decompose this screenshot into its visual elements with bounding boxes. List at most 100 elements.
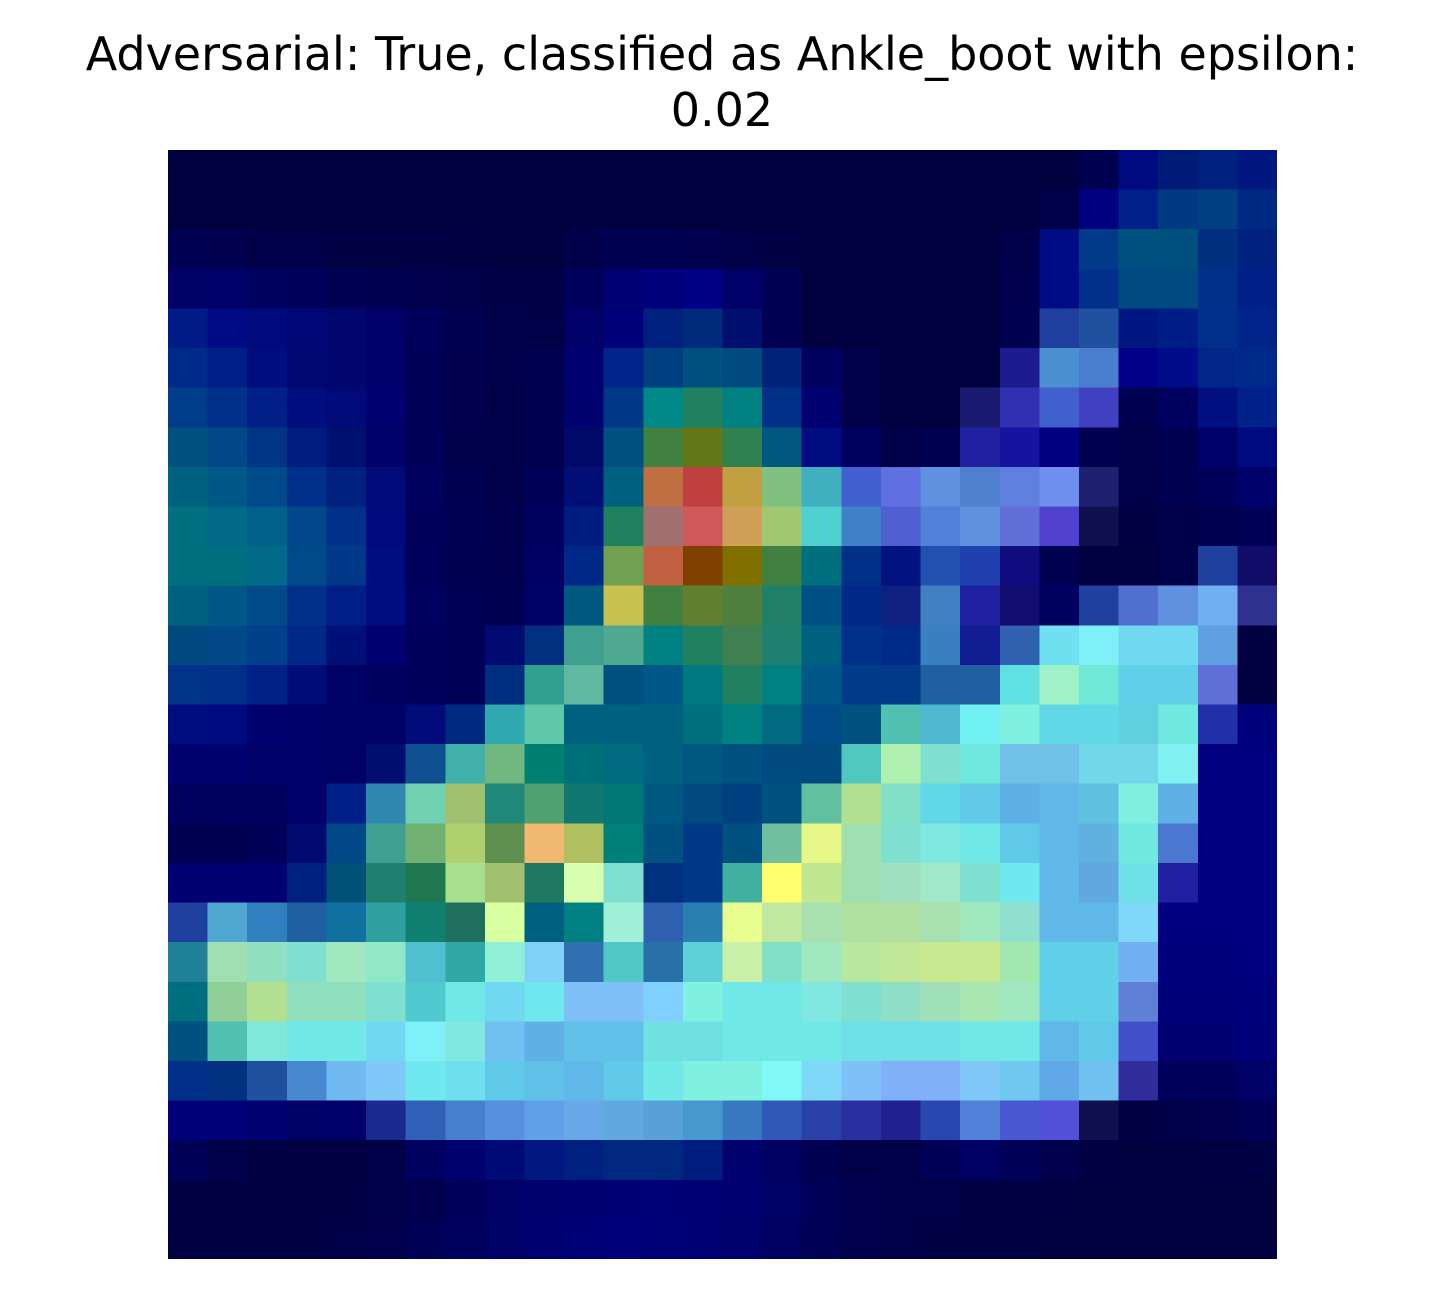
heatmap-cell xyxy=(207,427,248,468)
heatmap-cell xyxy=(405,823,446,864)
heatmap-cell xyxy=(524,466,565,508)
heatmap-cell xyxy=(682,387,724,428)
heatmap-cell xyxy=(286,466,328,508)
heatmap-cell xyxy=(1197,862,1238,904)
heatmap-cell xyxy=(960,1179,1001,1220)
heatmap-cell xyxy=(801,823,842,864)
heatmap-cell xyxy=(603,1140,644,1181)
heatmap-cell xyxy=(1158,348,1199,389)
heatmap-cell xyxy=(603,189,644,230)
heatmap-cell xyxy=(880,268,922,310)
heatmap-cell xyxy=(841,387,882,428)
heatmap-cell xyxy=(1039,150,1080,191)
heatmap-cell xyxy=(366,348,407,389)
heatmap-cell xyxy=(1197,585,1238,626)
heatmap-cell xyxy=(1158,1100,1199,1141)
heatmap-cell xyxy=(405,546,446,587)
heatmap-cell xyxy=(682,942,724,983)
heatmap-cell xyxy=(207,308,248,349)
heatmap-cell xyxy=(762,1100,803,1141)
heatmap-cell xyxy=(1078,744,1120,785)
heatmap-cell xyxy=(207,942,248,983)
heatmap-cell xyxy=(366,268,407,310)
heatmap-cell xyxy=(999,229,1040,270)
heatmap-cell xyxy=(247,387,288,428)
heatmap-cell xyxy=(247,268,288,310)
heatmap-cell xyxy=(841,1021,882,1062)
heatmap-cell xyxy=(564,1100,605,1141)
heatmap-cell xyxy=(722,387,763,428)
heatmap-cell xyxy=(564,427,605,468)
heatmap-cell xyxy=(1039,902,1080,943)
heatmap-cell xyxy=(405,427,446,468)
heatmap-cell xyxy=(841,427,882,468)
heatmap-cell xyxy=(326,308,367,349)
heatmap-cell xyxy=(1118,1100,1159,1141)
heatmap-cell xyxy=(999,625,1040,666)
heatmap-cell xyxy=(247,1100,288,1141)
heatmap-cell xyxy=(880,862,922,904)
heatmap-cell xyxy=(643,783,684,824)
heatmap-cell xyxy=(1039,189,1080,230)
heatmap-cell xyxy=(1118,348,1159,389)
heatmap-cell xyxy=(682,783,724,824)
heatmap-cell xyxy=(1197,229,1238,270)
heatmap-cell xyxy=(326,1021,367,1062)
heatmap-cell xyxy=(1197,1140,1238,1181)
heatmap-cell xyxy=(286,981,328,1022)
heatmap-cell xyxy=(1039,506,1080,547)
heatmap-cell xyxy=(1237,585,1277,626)
heatmap-cell xyxy=(1039,268,1080,310)
heatmap-cell xyxy=(484,704,526,745)
heatmap-cell xyxy=(682,744,724,785)
heatmap-cell xyxy=(801,387,842,428)
heatmap-cell xyxy=(564,1219,605,1259)
heatmap-cell xyxy=(960,466,1001,508)
heatmap-cell xyxy=(366,308,407,349)
heatmap-cell xyxy=(247,427,288,468)
heatmap-cell xyxy=(366,1021,407,1062)
heatmap-cell xyxy=(999,506,1040,547)
heatmap-cell xyxy=(880,783,922,824)
heatmap-cell xyxy=(643,704,684,745)
heatmap-cell xyxy=(1237,1179,1277,1220)
heatmap-cell xyxy=(207,625,248,666)
heatmap-cell xyxy=(445,387,486,428)
heatmap-cell xyxy=(960,348,1001,389)
heatmap-cell xyxy=(524,1100,565,1141)
heatmap-cell xyxy=(1118,466,1159,508)
heatmap-cell xyxy=(366,981,407,1022)
heatmap-cell xyxy=(405,585,446,626)
heatmap-cell xyxy=(999,308,1040,349)
heatmap-cell xyxy=(1237,1100,1277,1141)
heatmap-cell xyxy=(366,1060,407,1102)
heatmap-cell xyxy=(207,546,248,587)
heatmap-cell xyxy=(1039,229,1080,270)
heatmap-cell xyxy=(722,664,763,706)
heatmap-cell xyxy=(960,506,1001,547)
heatmap-cell xyxy=(643,744,684,785)
heatmap-cell xyxy=(207,189,248,230)
heatmap-image xyxy=(168,150,1277,1259)
heatmap-cell xyxy=(643,942,684,983)
heatmap-cell xyxy=(603,1100,644,1141)
heatmap-cell xyxy=(405,268,446,310)
heatmap-cell xyxy=(168,783,209,824)
heatmap-cell xyxy=(484,308,526,349)
heatmap-cell xyxy=(682,348,724,389)
heatmap-cell xyxy=(326,704,367,745)
heatmap-cell xyxy=(801,585,842,626)
heatmap-cell xyxy=(1118,1060,1159,1102)
heatmap-cell xyxy=(682,625,724,666)
heatmap-cell xyxy=(1078,862,1120,904)
heatmap-cell xyxy=(682,1140,724,1181)
heatmap-cell xyxy=(1197,902,1238,943)
heatmap-cell xyxy=(247,1219,288,1259)
heatmap-cell xyxy=(1158,1140,1199,1181)
heatmap-cell xyxy=(445,744,486,785)
heatmap-cell xyxy=(643,1140,684,1181)
heatmap-cell xyxy=(524,1021,565,1062)
heatmap-cell xyxy=(762,189,803,230)
heatmap-cell xyxy=(286,664,328,706)
heatmap-cell xyxy=(1237,189,1277,230)
